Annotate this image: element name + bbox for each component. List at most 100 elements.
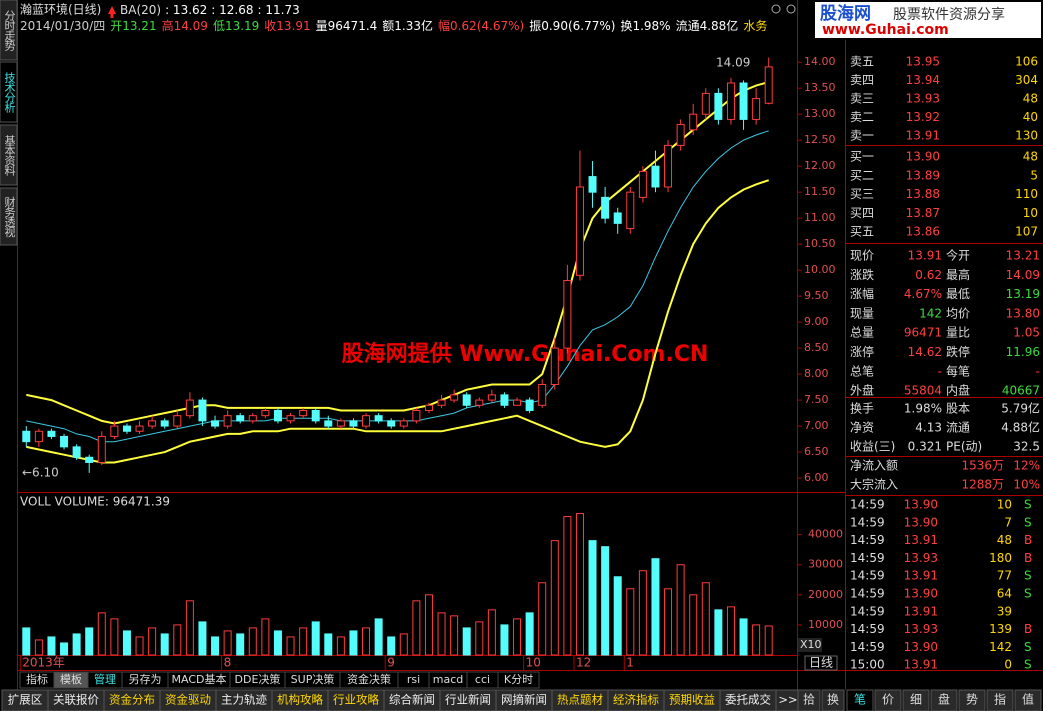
tab-label[interactable]: 综合新闻	[389, 693, 435, 707]
ask-label: 卖三	[850, 92, 874, 106]
icon[interactable]	[771, 4, 781, 14]
side-tab-label[interactable]: 基本资料	[3, 135, 16, 177]
side-tab-label[interactable]: 分时走势	[3, 10, 16, 51]
tab-label[interactable]: DDE决策	[235, 672, 281, 686]
side-tab[interactable]	[0, 124, 18, 186]
side-tab[interactable]	[0, 187, 18, 246]
tab-label[interactable]: 指	[994, 692, 1006, 707]
tab-label[interactable]: 网摘新闻	[501, 693, 547, 707]
tab-label[interactable]: K分时	[504, 673, 533, 686]
y-tick-label: 13.50	[804, 81, 836, 94]
stat-label: 换手	[850, 402, 874, 416]
candle-body	[588, 176, 597, 193]
tab-label[interactable]: 关联报价	[53, 693, 99, 707]
y-tick-label: 10000	[808, 618, 843, 631]
period-label[interactable]: 日线	[809, 656, 833, 670]
tab[interactable]	[874, 689, 902, 711]
tab-label[interactable]: 行业攻略	[333, 693, 379, 707]
tab-label[interactable]: 模板	[60, 672, 82, 686]
tab-label[interactable]: 值	[1022, 692, 1034, 707]
tab-label[interactable]: 换	[827, 693, 839, 707]
tab-label[interactable]: 资金驱动	[165, 693, 211, 707]
tab[interactable]	[1014, 689, 1042, 711]
logo-name: 股海网	[820, 3, 871, 24]
y-tick-label: 12.00	[804, 159, 836, 172]
tab[interactable]	[797, 689, 821, 711]
tab-label[interactable]: 委托成交	[725, 693, 771, 707]
tab-label[interactable]: 机构攻略	[277, 693, 323, 707]
info-item: 低13.19	[213, 19, 259, 33]
y-tick-label: 8.00	[804, 367, 829, 380]
period-box[interactable]	[804, 655, 838, 671]
candle-body	[173, 415, 182, 427]
tab-label[interactable]: cci	[475, 673, 490, 686]
tab[interactable]	[930, 689, 958, 711]
tab[interactable]	[986, 689, 1014, 711]
tab-label[interactable]: 势	[966, 693, 978, 707]
volume-bar	[550, 540, 559, 656]
tab-label[interactable]: rsi	[407, 673, 420, 686]
tab-label[interactable]: 资金分布	[109, 693, 155, 707]
tab-label[interactable]: 笔	[854, 692, 866, 707]
tab-label[interactable]: 资金决策	[347, 672, 391, 686]
side-tab[interactable]	[0, 0, 18, 61]
info-item: 水务	[743, 18, 767, 33]
candle-body	[286, 415, 295, 422]
candle-body	[462, 394, 471, 406]
icon[interactable]	[786, 4, 796, 14]
tab-label[interactable]: macd	[433, 673, 464, 686]
tick-price: 13.93	[904, 622, 938, 636]
candle-body	[601, 196, 610, 219]
tab-label[interactable]: MACD基本	[172, 672, 227, 686]
unit-label: X10	[800, 638, 822, 651]
volume-bar	[714, 609, 723, 656]
candle-body	[135, 425, 144, 432]
volume-bar	[324, 633, 333, 656]
volume-bar	[336, 636, 345, 656]
side-tab-label[interactable]: 财务透视	[3, 195, 16, 237]
candle-body	[223, 415, 232, 427]
tab-label[interactable]: 管理	[94, 672, 116, 686]
tab-label[interactable]: >>	[778, 693, 797, 707]
tab[interactable]	[902, 689, 930, 711]
tab-label[interactable]: 拾	[803, 692, 815, 707]
tab[interactable]	[497, 671, 540, 689]
x-tick-label: 8	[224, 656, 232, 670]
stat-value: 14.09	[1006, 268, 1040, 282]
stat-label: 最低	[946, 287, 970, 301]
tab-label[interactable]: 热点题材	[557, 693, 603, 707]
tab-label[interactable]: 指标	[26, 672, 48, 686]
tick-volume: 0	[1004, 658, 1012, 672]
tab-label[interactable]: SUP决策	[291, 672, 335, 686]
volume-bar	[148, 627, 157, 656]
side-tab-label[interactable]: 技术分析	[3, 72, 16, 114]
unit-box	[798, 638, 822, 652]
tab-label[interactable]: 主力轨迹	[221, 693, 267, 707]
tab-label[interactable]: 经济指标	[613, 693, 659, 707]
tab-label[interactable]: 另存为	[129, 672, 162, 686]
bid-label: 买一	[850, 150, 874, 164]
tick-volume: 7	[1004, 515, 1012, 529]
bid-volume: 5	[1030, 168, 1038, 182]
indicator-value: : 11.73	[258, 3, 300, 17]
tab[interactable]	[958, 689, 986, 711]
volume-title: VOLL VOLUME: 96471.39	[20, 495, 170, 509]
volume-bar	[349, 630, 358, 656]
candle-body	[261, 409, 270, 417]
candle-body	[148, 420, 157, 427]
tab-label[interactable]: 细	[910, 693, 922, 707]
side-tab[interactable]	[0, 61, 18, 123]
tab[interactable]	[846, 689, 874, 711]
tab-label[interactable]: 预期收益	[669, 693, 715, 707]
tab-label[interactable]: 行业新闻	[445, 693, 491, 707]
candle-body	[399, 420, 408, 427]
stat-value: 1.05	[1013, 326, 1040, 340]
tab-label[interactable]: 盘	[938, 692, 950, 707]
info-item: 2014/01/30/四	[20, 19, 105, 33]
tab[interactable]	[821, 689, 845, 711]
tick-volume: 139	[989, 622, 1012, 636]
flow-value: 1288万	[961, 478, 1004, 492]
tab-label[interactable]: 价	[882, 693, 894, 707]
candle-body	[575, 186, 584, 276]
tab-label[interactable]: 扩展区	[8, 693, 43, 707]
